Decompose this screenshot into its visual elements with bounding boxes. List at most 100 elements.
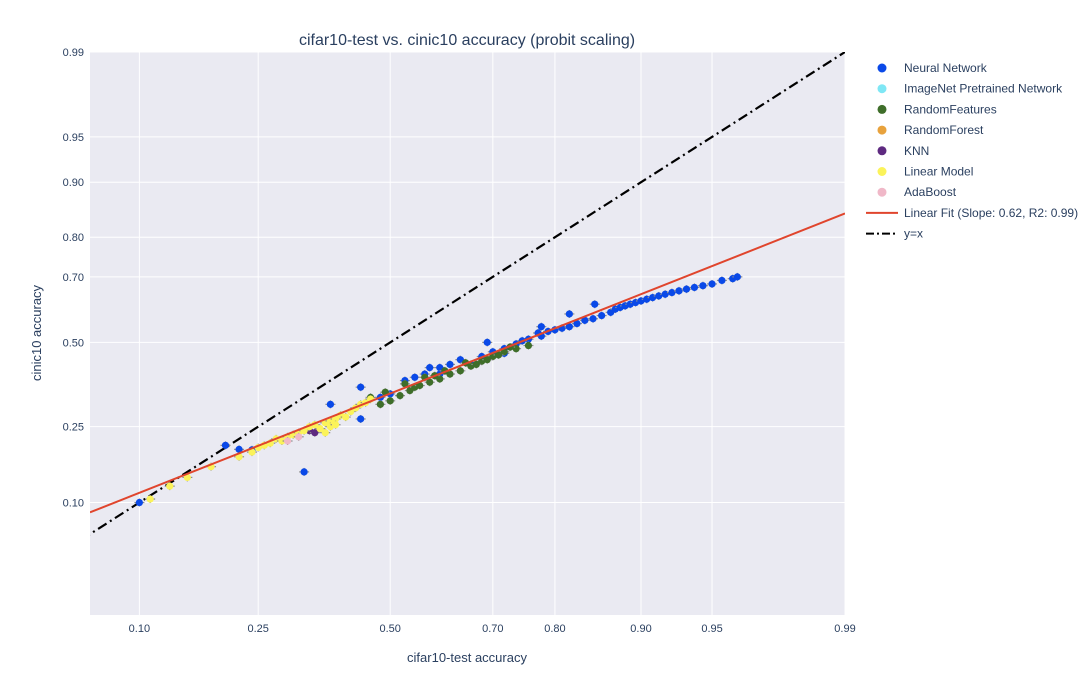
legend-label: y=x <box>904 227 923 241</box>
data-point <box>300 468 308 476</box>
data-point <box>357 383 365 391</box>
data-point <box>386 397 394 405</box>
data-point <box>166 482 174 490</box>
data-point <box>446 370 454 378</box>
linear-fit-line <box>90 212 845 514</box>
grid-layer <box>90 51 846 615</box>
legend-label: RandomForest <box>904 123 984 137</box>
data-point <box>331 421 340 429</box>
y-tick-label: 0.80 <box>63 232 84 244</box>
x-tick-label: 0.50 <box>379 623 400 635</box>
legend-marker <box>877 146 887 156</box>
y-tick-label: 0.50 <box>63 337 84 349</box>
data-point <box>321 429 329 437</box>
legend-marker <box>877 104 887 114</box>
y-axis-title: cinic10 accuracy <box>29 284 44 381</box>
legend-label: Neural Network <box>904 61 988 75</box>
data-point <box>326 400 335 408</box>
legend-marker <box>877 125 887 135</box>
data-point <box>537 323 545 331</box>
data-point <box>718 276 726 285</box>
data-point <box>426 364 434 372</box>
data-point <box>494 351 503 359</box>
data-point <box>248 448 256 456</box>
y-tick-label: 0.25 <box>63 422 84 434</box>
legend-label: Linear Fit (Slope: 0.62, R2: 0.99) <box>904 206 1078 220</box>
data-point <box>401 380 409 388</box>
data-point <box>581 316 589 324</box>
x-tick-label: 0.95 <box>701 623 722 635</box>
x-tick-label: 0.25 <box>247 623 268 635</box>
y-tick-label: 0.90 <box>63 177 84 189</box>
data-point <box>472 360 480 369</box>
data-point <box>483 356 491 364</box>
data-point <box>565 323 573 331</box>
legend: Neural Network ImageNet Pretrained Networ… <box>866 61 1078 241</box>
data-point <box>411 373 419 381</box>
data-point <box>221 441 230 449</box>
data-point <box>690 283 699 292</box>
legend-marker <box>877 63 887 73</box>
x-tick-label: 0.99 <box>834 623 855 635</box>
data-point <box>456 356 464 364</box>
data-point <box>648 293 657 302</box>
data-point <box>524 341 533 350</box>
legend-label: AdaBoost <box>904 185 957 199</box>
data-point <box>342 413 350 421</box>
y-tick-label: 0.10 <box>63 498 84 510</box>
x-tick-label: 0.90 <box>630 623 651 635</box>
data-point <box>668 288 676 297</box>
data-point <box>565 310 573 318</box>
legend-label: ImageNet Pretrained Network <box>904 82 1063 96</box>
chart-title: cifar10-test vs. cinic10 accuracy (probi… <box>299 32 635 49</box>
data-point <box>295 433 303 441</box>
data-point <box>675 287 683 295</box>
data-point <box>278 437 286 445</box>
data-point <box>682 285 691 293</box>
data-point <box>456 367 464 375</box>
legend-label: Linear Model <box>904 165 973 179</box>
data-point <box>733 273 741 281</box>
data-point <box>589 315 597 323</box>
fit-layer <box>90 212 845 514</box>
data-point <box>376 400 384 408</box>
data-point <box>235 445 243 453</box>
data-point <box>283 437 292 445</box>
data-point <box>146 495 154 503</box>
data-point <box>396 392 404 400</box>
legend-marker <box>877 84 887 94</box>
data-point <box>573 319 581 328</box>
y-tick-label: 0.70 <box>63 272 84 284</box>
data-point <box>655 292 663 300</box>
data-point <box>708 280 716 288</box>
x-axis-title: cifar10-test accuracy <box>407 650 527 665</box>
data-point <box>483 338 491 346</box>
data-point <box>331 415 340 423</box>
plot-background <box>90 52 845 615</box>
data-point <box>661 290 669 298</box>
data-point <box>135 498 143 507</box>
legend-label: KNN <box>904 144 929 158</box>
data-point <box>699 282 707 290</box>
data-point <box>598 311 606 320</box>
legend-marker <box>877 187 887 197</box>
reference-layer <box>90 52 845 536</box>
legend-label: RandomFeatures <box>904 102 997 116</box>
data-point <box>316 425 324 433</box>
data-point <box>357 415 365 423</box>
data-point <box>591 300 599 308</box>
y-tick-label: 0.95 <box>63 132 84 144</box>
ticks-layer: 0.10 0.25 0.50 0.70 0.80 0.90 0.95 0.99 0.10 0.25… <box>63 47 856 635</box>
legend-marker <box>877 167 887 176</box>
data-point <box>446 360 454 369</box>
y-tick-label: 0.99 <box>63 47 84 59</box>
data-point <box>416 381 424 390</box>
x-tick-label: 0.10 <box>129 623 150 635</box>
reference-line-y-equals-x <box>90 52 845 536</box>
x-tick-label: 0.70 <box>482 623 503 635</box>
x-tick-label: 0.80 <box>544 623 565 635</box>
data-point <box>426 378 434 386</box>
data-point <box>311 429 319 437</box>
